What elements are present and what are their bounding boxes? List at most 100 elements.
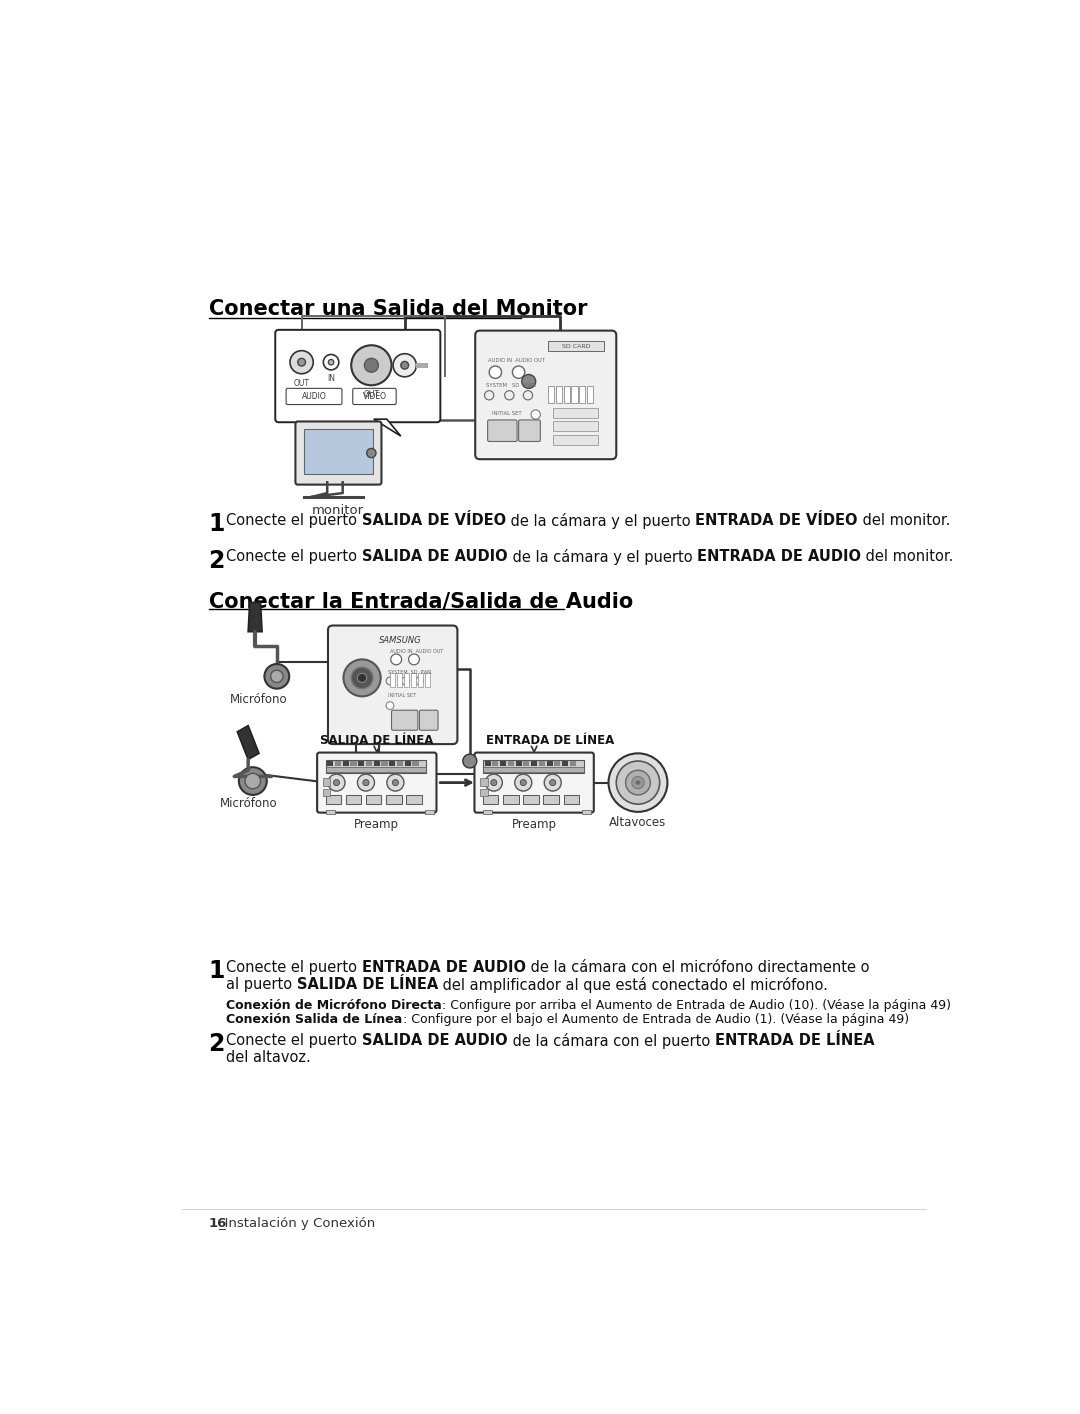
- Text: 2: 2: [208, 1032, 225, 1056]
- Circle shape: [515, 773, 531, 790]
- Bar: [483, 810, 492, 814]
- Bar: [554, 761, 561, 765]
- Text: monitor: monitor: [312, 503, 364, 518]
- Text: de la cámara y el puerto: de la cámara y el puerto: [508, 549, 697, 566]
- Bar: [548, 386, 554, 403]
- Circle shape: [328, 359, 334, 365]
- Bar: [562, 761, 568, 765]
- Text: Conectar una Salida del Monitor: Conectar una Salida del Monitor: [208, 298, 588, 320]
- FancyBboxPatch shape: [475, 331, 617, 460]
- Bar: [500, 761, 507, 765]
- Circle shape: [522, 375, 536, 389]
- Bar: [346, 795, 362, 805]
- Circle shape: [364, 358, 378, 372]
- Text: Conectar la Entrada/Salida de Audio: Conectar la Entrada/Salida de Audio: [208, 591, 633, 612]
- Circle shape: [504, 390, 514, 400]
- Circle shape: [323, 355, 339, 370]
- Text: SALIDA DE AUDIO: SALIDA DE AUDIO: [362, 549, 508, 564]
- Bar: [359, 761, 364, 765]
- Bar: [323, 778, 330, 786]
- FancyBboxPatch shape: [286, 389, 342, 404]
- Polygon shape: [374, 419, 401, 436]
- Bar: [424, 810, 434, 814]
- Text: Conexión de Micrófono Directa: Conexión de Micrófono Directa: [227, 998, 442, 1012]
- Circle shape: [351, 667, 373, 689]
- Circle shape: [485, 773, 502, 790]
- Circle shape: [608, 754, 667, 812]
- Text: 16: 16: [208, 1217, 227, 1230]
- Circle shape: [485, 390, 494, 400]
- Text: Altavoces: Altavoces: [609, 816, 666, 830]
- Circle shape: [617, 761, 660, 805]
- Bar: [366, 761, 373, 765]
- Text: Preamp: Preamp: [512, 819, 556, 831]
- FancyBboxPatch shape: [328, 625, 458, 744]
- Bar: [553, 434, 597, 444]
- Text: INITIAL SET: INITIAL SET: [491, 410, 522, 416]
- Bar: [413, 761, 419, 765]
- Circle shape: [392, 779, 399, 786]
- Text: : Configure por el bajo el Aumento de Entrada de Audio (1). (Véase la página 49): : Configure por el bajo el Aumento de En…: [403, 1012, 909, 1025]
- Text: ENTRADA DE LÍNEA: ENTRADA DE LÍNEA: [715, 1032, 874, 1048]
- Text: : Configure por arriba el Aumento de Entrada de Audio (10). (Véase la página 49): : Configure por arriba el Aumento de Ent…: [442, 998, 951, 1012]
- Bar: [524, 795, 539, 805]
- Text: 1: 1: [208, 959, 225, 983]
- Circle shape: [521, 779, 526, 786]
- Text: _Instalación y Conexión: _Instalación y Conexión: [218, 1217, 375, 1230]
- Bar: [543, 795, 559, 805]
- Bar: [410, 673, 416, 687]
- Bar: [390, 673, 395, 687]
- Text: VIDEO: VIDEO: [363, 392, 387, 400]
- Text: SYSTEM   SD   PWR: SYSTEM SD PWR: [486, 383, 536, 387]
- Bar: [405, 761, 410, 765]
- Text: OUT: OUT: [294, 379, 310, 387]
- Bar: [524, 761, 529, 765]
- Circle shape: [544, 773, 562, 790]
- Bar: [374, 761, 380, 765]
- Bar: [397, 761, 403, 765]
- Circle shape: [531, 410, 540, 419]
- Circle shape: [489, 366, 501, 379]
- Bar: [546, 761, 553, 765]
- Text: Preamp: Preamp: [354, 819, 400, 831]
- Bar: [570, 761, 576, 765]
- Text: IN: IN: [327, 373, 335, 383]
- Polygon shape: [238, 725, 259, 759]
- Bar: [503, 795, 518, 805]
- Circle shape: [387, 701, 394, 710]
- Circle shape: [393, 354, 416, 376]
- Bar: [342, 761, 349, 765]
- Text: del monitor.: del monitor.: [858, 513, 950, 527]
- FancyBboxPatch shape: [419, 710, 438, 730]
- Text: SALIDA DE LÍNEA: SALIDA DE LÍNEA: [297, 977, 438, 991]
- Text: SALIDA DE VÍDEO: SALIDA DE VÍDEO: [362, 513, 507, 527]
- Bar: [326, 810, 335, 814]
- Text: de la cámara con el micrófono directamente o: de la cámara con el micrófono directamen…: [526, 960, 869, 974]
- Circle shape: [265, 665, 289, 689]
- Text: ENTRADA DE LÍNEA: ENTRADA DE LÍNEA: [486, 734, 613, 747]
- Circle shape: [625, 771, 650, 795]
- FancyBboxPatch shape: [275, 329, 441, 423]
- FancyBboxPatch shape: [518, 420, 540, 441]
- Bar: [485, 761, 490, 765]
- Text: ENTRADA DE VÍDEO: ENTRADA DE VÍDEO: [696, 513, 858, 527]
- Bar: [492, 761, 499, 765]
- Text: AUDIO: AUDIO: [301, 392, 326, 400]
- Text: del monitor.: del monitor.: [861, 549, 954, 564]
- Circle shape: [343, 659, 380, 696]
- Text: Conexión Salida de Línea: Conexión Salida de Línea: [227, 1012, 403, 1025]
- Bar: [483, 768, 583, 772]
- Circle shape: [245, 773, 260, 789]
- FancyBboxPatch shape: [392, 710, 418, 730]
- Bar: [381, 761, 388, 765]
- Circle shape: [328, 773, 345, 790]
- Text: Conecte el puerto: Conecte el puerto: [227, 960, 362, 974]
- Circle shape: [351, 345, 392, 385]
- Bar: [335, 761, 341, 765]
- Circle shape: [298, 358, 306, 366]
- Text: SALIDA DE LÍNEA: SALIDA DE LÍNEA: [320, 734, 433, 747]
- Bar: [571, 386, 578, 403]
- Circle shape: [402, 677, 409, 684]
- Circle shape: [391, 655, 402, 665]
- Circle shape: [490, 779, 497, 786]
